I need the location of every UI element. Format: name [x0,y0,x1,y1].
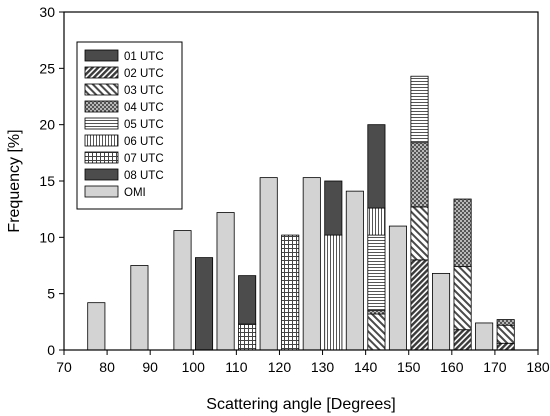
y-tick-label: 25 [39,60,55,76]
utc-bar-segment [453,198,472,268]
utc-bar-segment [410,259,429,351]
bars-layer [87,75,515,351]
legend-label: 07 UTC [124,153,164,165]
omi-bar [345,190,364,351]
utc-bar-segment [496,342,515,351]
legend-swatch [84,168,119,181]
utc-bar-segment [496,324,515,344]
y-axis-title: Frequency [%] [6,129,23,232]
legend: 01 UTC 02 UTC 03 UTC 04 UTC 05 UTC 06 UTC 07 U… [76,41,183,210]
legend-swatch [84,49,119,62]
legend-label: 03 UTC [124,85,164,97]
omi-bar [87,302,106,351]
x-tick-label: 100 [182,359,206,375]
legend-label: 06 UTC [124,136,164,148]
x-tick-label: 120 [268,359,292,375]
omi-bar [216,212,235,351]
legend-swatch [84,66,119,79]
x-tick-label: 170 [483,359,507,375]
legend-swatch [84,134,119,147]
utc-bar-segment [281,234,300,351]
legend-label: 04 UTC [124,102,164,114]
y-tick-label: 30 [39,4,55,20]
omi-bar [259,177,278,351]
omi-bar [173,230,192,351]
legend-label: 08 UTC [124,170,164,182]
utc-bar-segment [238,323,257,351]
utc-bar-segment [367,310,386,315]
y-tick-label: 10 [39,229,55,245]
utc-bar-segment [238,275,257,325]
x-tick-label: 70 [56,359,72,375]
utc-bar-segment [410,142,429,208]
x-tick-label: 140 [354,359,378,375]
legend-swatch [84,185,119,198]
legend-label: 02 UTC [124,68,164,80]
omi-bar [432,272,451,351]
legend-swatch [84,117,119,130]
utc-bar-segment [367,207,386,236]
utc-bar-segment [453,329,472,351]
utc-bar-segment [324,234,343,351]
utc-bar-segment [367,313,386,351]
omi-bar [475,322,494,351]
x-tick-label: 110 [225,359,248,375]
x-axis-title: Scattering angle [Degrees] [206,396,395,413]
utc-bar-segment [410,75,429,144]
x-tick-label: 90 [142,359,158,375]
x-tick-label: 130 [311,359,335,375]
legend-label: 05 UTC [124,119,164,131]
x-tick-label: 150 [397,359,421,375]
omi-bar [302,177,321,351]
legend-swatch [84,100,119,113]
x-tick-label: 80 [99,359,115,375]
x-tick-label: 160 [440,359,464,375]
utc-bar-segment [324,180,343,236]
legend-swatch [84,151,119,164]
utc-bar-segment [367,124,386,209]
axes-layer: 70 80 90 100 110 120 130 140 150 160 170 180 0 5 10 15 2… [39,4,549,375]
x-tick-label: 180 [526,359,550,375]
y-tick-label: 5 [47,286,55,302]
legend-swatch [84,83,119,96]
y-tick-label: 15 [39,173,55,189]
utc-bar-segment [410,206,429,261]
utc-bar-segment [367,234,386,311]
y-tick-label: 0 [47,342,55,358]
utc-bar-segment [496,319,515,326]
omi-bar [388,225,407,351]
legend-label: OMI [124,187,146,199]
utc-bar-segment [453,266,472,331]
utc-bar-segment [195,257,214,351]
y-tick-label: 20 [39,117,55,133]
legend-label: 01 UTC [124,51,164,63]
omi-bar [130,265,149,351]
